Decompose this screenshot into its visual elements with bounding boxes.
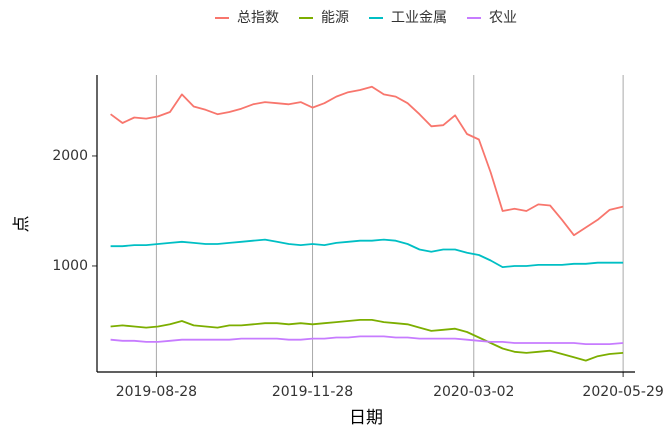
x-tick-label: 2019-08-28 <box>116 384 197 400</box>
y-axis-label: 点 <box>12 216 32 233</box>
x-tick-label: 2020-03-02 <box>433 384 514 400</box>
series-line <box>110 319 624 362</box>
series-line <box>110 335 624 345</box>
x-axis-label: 日期 <box>349 408 383 428</box>
series-line <box>110 85 624 237</box>
legend-label: 工业金属 <box>391 10 447 26</box>
y-tick-label: 2000 <box>52 148 88 164</box>
legend-label: 农业 <box>489 10 517 26</box>
legend-label: 能源 <box>321 10 349 26</box>
x-tick-label: 2019-11-28 <box>272 384 353 400</box>
legend-label: 总指数 <box>237 10 279 26</box>
y-tick-label: 1000 <box>52 258 88 274</box>
x-tick-label: 2020-05-29 <box>582 384 663 400</box>
series-line <box>110 238 624 268</box>
